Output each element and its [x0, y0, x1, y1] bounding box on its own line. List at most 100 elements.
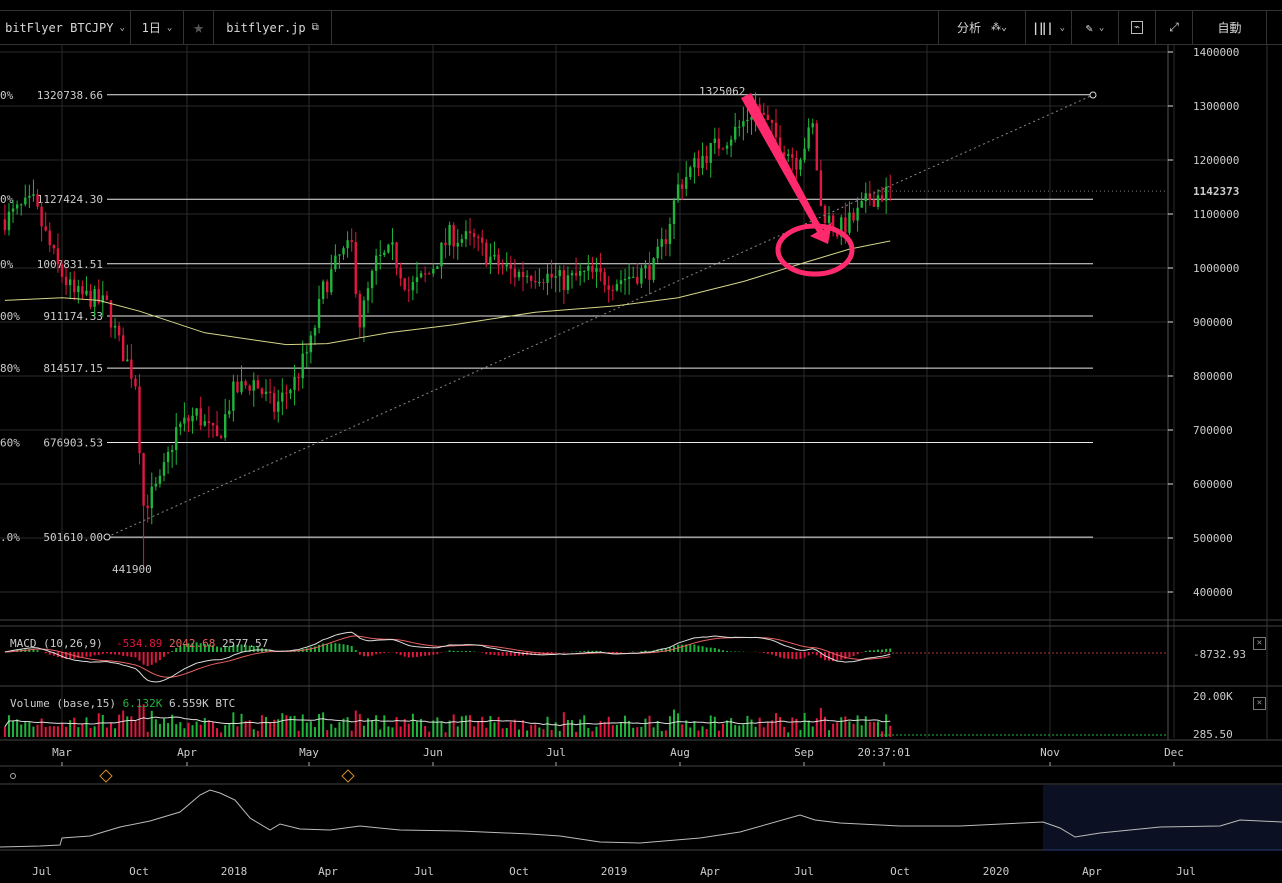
- trend-line: [106, 94, 1094, 538]
- candle-body: [440, 242, 443, 267]
- chart-type-menu[interactable]: |‖| ⌄: [1026, 11, 1072, 44]
- candle-body: [611, 289, 614, 291]
- auto-scale-button[interactable]: 自動: [1193, 11, 1267, 44]
- candle-body: [538, 282, 541, 284]
- time-label: May: [299, 746, 319, 759]
- candle-body: [550, 273, 553, 278]
- volume-axis-max: 20.00K: [1193, 690, 1233, 703]
- symbol-selector[interactable]: bitFlyer BTCJPY ⌄: [0, 11, 131, 44]
- candle-body: [697, 158, 700, 169]
- candle-body: [750, 117, 753, 120]
- candle-body: [880, 195, 884, 201]
- volume-label: Volume (base,15): [10, 697, 116, 710]
- candle-body: [644, 265, 647, 269]
- candle-body: [648, 265, 651, 280]
- moving-average-line: [4, 240, 891, 346]
- candle-body: [256, 380, 260, 389]
- candle-body: [513, 268, 517, 278]
- candlestick-icon: |‖|: [1031, 20, 1054, 35]
- candle-body: [705, 155, 708, 163]
- fullscreen-button[interactable]: ⤢: [1156, 11, 1193, 44]
- navigator-selection[interactable]: [1043, 785, 1282, 851]
- candle-body: [685, 176, 688, 189]
- candle-body: [370, 270, 374, 289]
- candle-body: [395, 242, 398, 268]
- candle-body: [444, 242, 447, 246]
- candle-body: [668, 223, 672, 244]
- candle-body: [240, 381, 243, 393]
- annotation-circle: [775, 223, 855, 277]
- candle-body: [701, 155, 704, 169]
- candle-body: [782, 152, 786, 156]
- candle-body: [101, 295, 104, 303]
- candle-body: [346, 240, 349, 249]
- candle-body: [146, 505, 149, 509]
- candle-body: [717, 138, 721, 149]
- navigator-label: Jul: [1176, 865, 1196, 878]
- candle-body: [815, 123, 818, 171]
- navigator-label: Apr: [318, 865, 338, 878]
- candle-body: [505, 264, 508, 267]
- candle-body: [725, 145, 729, 149]
- analysis-menu[interactable]: 分析 ⁂⌄: [938, 11, 1026, 44]
- candle-body: [436, 266, 439, 269]
- candle-body: [354, 242, 357, 295]
- candle-body: [672, 200, 676, 224]
- candle-body: [236, 381, 239, 393]
- candle-body: [738, 126, 741, 128]
- candle-body: [713, 138, 716, 144]
- navigator-label: Jul: [794, 865, 814, 878]
- candles: [3, 92, 892, 737]
- symbol-label: bitFlyer BTCJPY: [5, 20, 114, 35]
- fibonacci-retracement[interactable]: 0% 1320738.66 0% 1127424.30 0% 1007831.51 00% 9…: [0, 89, 1093, 544]
- candle-body: [305, 352, 308, 354]
- candle-body: [272, 393, 276, 412]
- candle-body: [399, 267, 402, 279]
- drawing-tools-menu[interactable]: ✎ ⌄: [1072, 11, 1119, 44]
- candle-body: [170, 450, 174, 452]
- macd-histogram: 2577.57: [221, 637, 269, 650]
- candle-body: [509, 264, 512, 269]
- candle-body: [321, 281, 325, 299]
- candle-body: [595, 268, 598, 272]
- candle-body: [105, 295, 109, 301]
- candle-body: [89, 290, 92, 307]
- price-tick-label: 1200000: [1193, 154, 1239, 167]
- candle-body: [232, 381, 235, 411]
- candle-body: [248, 385, 251, 391]
- candle-body: [493, 254, 496, 257]
- candle-body: [432, 268, 435, 274]
- candle-body: [819, 170, 823, 206]
- candle-body: [803, 148, 806, 160]
- chevron-down-icon: ⌄: [1098, 22, 1105, 33]
- close-macd-icon[interactable]: ✕: [1253, 637, 1266, 650]
- macd-line: [4, 631, 891, 683]
- candle-body: [40, 206, 43, 227]
- time-label: Jul: [546, 746, 566, 759]
- candle-body: [554, 276, 557, 278]
- candle-body: [791, 154, 794, 158]
- chart-settings-button[interactable]: ⌁: [1119, 11, 1156, 44]
- candle-body: [244, 381, 247, 386]
- star-icon[interactable]: ★: [184, 11, 214, 44]
- candle-body: [489, 256, 492, 264]
- price-tick-label: 1400000: [1193, 46, 1239, 59]
- toolbar: bitFlyer BTCJPY ⌄ 1日 ⌄ ★ bitflyer.jp ⧉ 分析 ⁂⌄…: [0, 0, 1282, 45]
- candle-body: [468, 231, 472, 234]
- candle-body: [599, 268, 602, 273]
- time-label: Nov: [1040, 746, 1060, 759]
- interval-selector[interactable]: 1日 ⌄: [131, 11, 184, 44]
- candle-body: [758, 104, 761, 113]
- candle-body: [603, 272, 606, 286]
- candle-body: [81, 286, 84, 295]
- candle-body: [219, 435, 223, 438]
- close-volume-icon[interactable]: ✕: [1253, 697, 1266, 710]
- candle-body: [150, 486, 153, 509]
- site-link[interactable]: bitflyer.jp ⧉: [214, 11, 332, 44]
- navigator-label: 2019: [601, 865, 628, 878]
- candle-body: [175, 427, 178, 451]
- time-label: Jun: [423, 746, 443, 759]
- candle-body: [619, 280, 623, 285]
- candle-body: [109, 300, 113, 328]
